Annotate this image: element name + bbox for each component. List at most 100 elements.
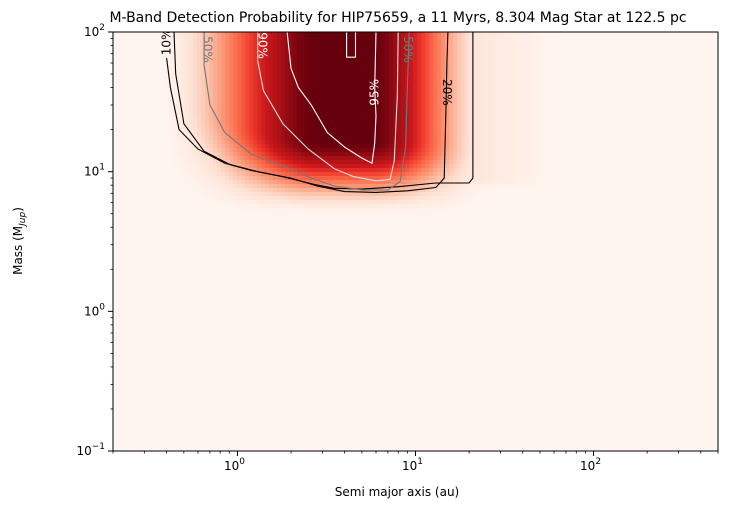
heatmap-cell [157,364,162,369]
heatmap-cell [241,216,246,221]
heatmap-cell [273,384,278,389]
heatmap-cell [265,404,270,409]
heatmap-cell [293,272,298,277]
heatmap-cell [265,140,270,145]
heatmap-cell [293,192,298,197]
heatmap-cell [145,132,150,137]
heatmap-cell [129,340,134,345]
heatmap-cell [153,232,158,237]
heatmap-cell [245,72,250,77]
heatmap-cell [277,392,282,397]
heatmap-cell [165,300,170,305]
heatmap-cell [181,312,186,317]
heatmap-cell [149,264,154,269]
heatmap-cell [229,96,234,101]
heatmap-cell [265,292,270,297]
heatmap-cell [133,180,138,185]
heatmap-cell [221,40,226,45]
heatmap-cell [161,144,166,149]
heatmap-cell [165,148,170,153]
heatmap-cell [129,116,134,121]
heatmap-cell [197,352,202,357]
heatmap-cell [245,44,250,49]
heatmap-cell [137,64,142,69]
heatmap-cell [129,408,134,413]
heatmap-cell [269,404,274,409]
heatmap-cell [193,268,198,273]
heatmap-cell [253,392,258,397]
heatmap-cell [145,412,150,417]
heatmap-cell [277,268,282,273]
heatmap-cell [125,440,130,445]
heatmap-cell [273,388,278,393]
heatmap-cell [225,64,230,69]
heatmap-cell [157,136,162,141]
heatmap-cell [257,124,262,129]
heatmap-cell [213,56,218,61]
heatmap-cell [265,284,270,289]
heatmap-cell [133,104,138,109]
heatmap-cell [261,232,266,237]
heatmap-cell [189,288,194,293]
heatmap-cell [149,56,154,61]
heatmap-cell [181,108,186,113]
heatmap-cell [213,336,218,341]
heatmap-cell [125,372,130,377]
heatmap-cell [269,76,274,81]
heatmap-cell [197,68,202,73]
heatmap-cell [221,316,226,321]
heatmap-cell [185,100,190,105]
heatmap-cell [125,224,130,229]
heatmap-cell [169,100,174,105]
heatmap-cell [261,296,266,301]
heatmap-cell [221,88,226,93]
heatmap-cell [201,84,206,89]
heatmap-cell [253,192,258,197]
heatmap-cell [177,328,182,333]
heatmap-cell [141,376,146,381]
heatmap-cell [121,324,126,329]
heatmap-cell [249,232,254,237]
heatmap-cell [137,292,142,297]
heatmap-cell [169,152,174,157]
heatmap-cell [217,364,222,369]
heatmap-cell [117,208,122,213]
heatmap-cell [241,292,246,297]
heatmap-cell [141,188,146,193]
heatmap-cell [121,364,126,369]
heatmap-cell [289,156,294,161]
heatmap-cell [137,204,142,209]
heatmap-cell [281,256,286,261]
heatmap-cell [117,308,122,313]
heatmap-cell [137,184,142,189]
heatmap-cell [217,268,222,273]
heatmap-cell [281,424,286,429]
heatmap-cell [193,448,198,451]
heatmap-cell [141,136,146,141]
heatmap-cell [221,176,226,181]
heatmap-cell [253,32,258,37]
heatmap-cell [205,216,210,221]
heatmap-cell [193,176,198,181]
heatmap-cell [149,176,154,181]
heatmap-cell [281,220,286,225]
heatmap-cell [269,64,274,69]
heatmap-cell [257,280,262,285]
heatmap-cell [297,92,302,97]
heatmap-cell [161,400,166,405]
heatmap-cell [289,80,294,85]
heatmap-cell [193,152,198,157]
heatmap-cell [209,304,214,309]
heatmap-cell [253,444,258,449]
heatmap-cell [265,368,270,373]
heatmap-cell [161,72,166,77]
heatmap-cell [181,144,186,149]
heatmap-cell [161,408,166,413]
heatmap-cell [213,100,218,105]
heatmap-cell [249,208,254,213]
heatmap-cell [209,208,214,213]
heatmap-cell [145,364,150,369]
heatmap-cell [233,92,238,97]
heatmap-cell [257,80,262,85]
heatmap-cell [269,276,274,281]
